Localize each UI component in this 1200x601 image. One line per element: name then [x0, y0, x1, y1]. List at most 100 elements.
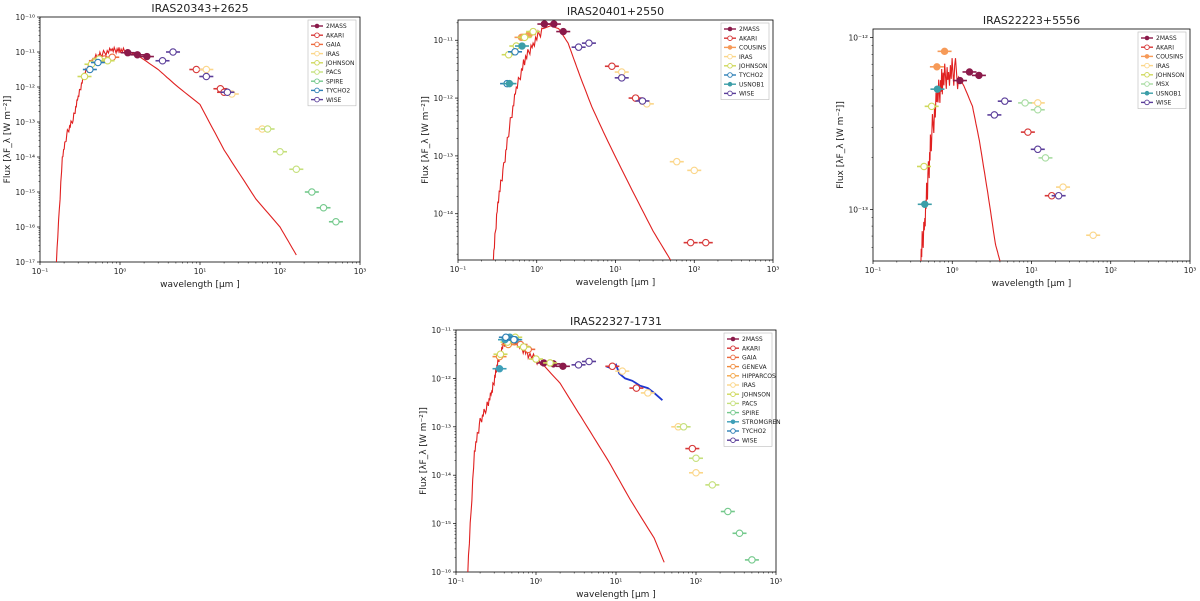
legend-item-iras: IRAS: [311, 51, 340, 58]
point-tycho2: [82, 65, 97, 74]
point-tycho2: [508, 48, 523, 56]
legend-label: USNOB1: [739, 81, 765, 88]
legend-item-wise: WISE: [724, 91, 755, 98]
legend-item-akari: AKARI: [311, 32, 344, 39]
legend-label: SPIRE: [742, 410, 759, 417]
y-axis-label: Flux [λF_λ [W m⁻²]]: [421, 96, 431, 184]
chart-title: IRAS22327-1731: [570, 315, 662, 328]
point-iras: [1056, 183, 1071, 191]
legend-label: JOHNSON: [1155, 72, 1185, 79]
legend-item-spire: SPIRE: [727, 410, 759, 417]
y-tick-label: 10⁻¹¹: [433, 36, 453, 45]
y-tick-label: 10⁻¹²: [433, 94, 453, 103]
point-akari: [685, 444, 700, 453]
point-iras: [689, 469, 703, 477]
panel-iras22327: IRAS22327-1731 10⁻¹ 10⁰ 10¹ 10² 10³ 10⁻¹⁶ 10⁻¹⁵…: [419, 315, 782, 600]
point-2mass: [962, 68, 977, 76]
legend-label: 2MASS: [326, 23, 347, 30]
x-tick-label: 10¹: [609, 265, 622, 274]
legend-item-usnob1: USNOB1: [1141, 90, 1182, 97]
x-tick-label: 10⁰: [114, 267, 127, 276]
x-tick-label: 10⁰: [530, 577, 543, 586]
x-axis-label: wavelength [μm ]: [576, 278, 656, 288]
legend-label: IRAS: [1156, 63, 1170, 70]
legend-item-msx: MSX: [1141, 81, 1169, 88]
point-akari: [698, 238, 713, 247]
point-2mass: [556, 27, 571, 36]
y-tick-label: 10⁻¹³: [848, 205, 868, 214]
y-tick-label: 10⁻¹²: [431, 374, 451, 383]
y-tick-label: 10⁻¹¹: [431, 326, 451, 335]
point-akari: [628, 94, 643, 102]
point-johnson: [529, 355, 543, 363]
legend-item-wise: WISE: [311, 97, 342, 104]
legend-label: GENEVA: [742, 364, 767, 371]
point-johnson: [517, 33, 532, 42]
legend-item-iras: IRAS: [1141, 63, 1170, 70]
legend-label: STROMGREN: [742, 419, 781, 426]
point-pacs: [689, 454, 703, 463]
point-2mass: [546, 20, 561, 28]
y-tick-label: 10⁻¹⁶: [15, 223, 35, 232]
legend-label: JOHNSON: [741, 391, 771, 398]
legend-label: AKARI: [739, 35, 757, 42]
panel-iras20401: IRAS20401+2550 10⁻¹ 10⁰ 10¹ 10² 10³ 10⁻¹⁴ 10⁻¹³…: [421, 5, 779, 288]
point-tycho2: [506, 335, 521, 344]
legend-item-johnson: JOHNSON: [724, 63, 768, 70]
point-iras: [687, 166, 702, 175]
x-tick-label: 10⁻¹: [32, 267, 49, 276]
x-axis-label: wavelength [μm ]: [160, 280, 240, 290]
legend-item-2mass: 2MASS: [311, 23, 347, 30]
legend-label: SPIRE: [326, 78, 343, 85]
legend-label: WISE: [1156, 100, 1172, 107]
x-tick-label: 10⁰: [946, 266, 959, 275]
point-2mass: [130, 51, 145, 59]
point-spire: [720, 507, 735, 516]
legend-label: COUSINS: [739, 45, 766, 52]
y-tick-label: 10⁻¹⁴: [433, 210, 453, 219]
plot-frame: [872, 28, 1191, 262]
legend-label: GAIA: [326, 42, 342, 49]
legend-item-wise: WISE: [727, 437, 758, 444]
legend-item-usnob1: USNOB1: [724, 81, 765, 88]
x-tick-label: 10²: [274, 267, 287, 276]
plot-frame: [457, 19, 774, 261]
point-iras: [640, 389, 655, 397]
point-msx: [1030, 106, 1045, 114]
legend-item-johnson: JOHNSON: [311, 60, 355, 67]
point-wise: [614, 74, 629, 82]
y-tick-label: 10⁻¹²: [15, 83, 35, 92]
point-johnson: [543, 359, 558, 367]
legend-item-pacs: PACS: [311, 69, 341, 76]
y-tick-label: 10⁻¹⁶: [431, 568, 451, 577]
legend-label: WISE: [742, 437, 758, 444]
point-johnson: [924, 102, 939, 111]
y-tick-label: 10⁻¹⁴: [15, 153, 35, 162]
point-wise: [220, 88, 235, 97]
legend-item-2mass: 2MASS: [727, 336, 763, 343]
legend-label: 2MASS: [1156, 35, 1177, 42]
legend-item-akari: AKARI: [724, 35, 757, 42]
legend-box: [723, 332, 773, 447]
point-stromgren: [492, 365, 507, 373]
x-tick-label: 10¹: [194, 267, 207, 276]
legend-label: JOHNSON: [738, 63, 768, 70]
point-usnob1: [930, 85, 945, 93]
point-tycho2: [90, 58, 105, 67]
legend-label: WISE: [739, 91, 755, 98]
legend-item-2mass: 2MASS: [724, 26, 760, 33]
legend-item-tycho2: TYCHO2: [311, 88, 350, 95]
y-tick-label: 10⁻¹⁰: [15, 13, 35, 22]
plot-frame: [455, 329, 777, 573]
legend-label: USNOB1: [1156, 90, 1182, 97]
legend-label: IRAS: [326, 51, 340, 58]
point-pacs: [676, 423, 691, 431]
point-tycho2: [498, 333, 513, 342]
legend-item-cousins: COUSINS: [724, 45, 766, 52]
legend-item-tycho2: TYCHO2: [727, 428, 766, 435]
y-tick-label: 10⁻¹³: [433, 152, 453, 161]
x-tick-label: 10²: [690, 577, 703, 586]
point-johnson: [100, 56, 115, 65]
x-tick-label: 10²: [688, 265, 701, 274]
panel-iras20343: IRAS20343+2625 10⁻¹ 10⁰ 10¹ 10² 10³ 10⁻¹⁷ 10⁻¹⁶…: [3, 2, 366, 290]
